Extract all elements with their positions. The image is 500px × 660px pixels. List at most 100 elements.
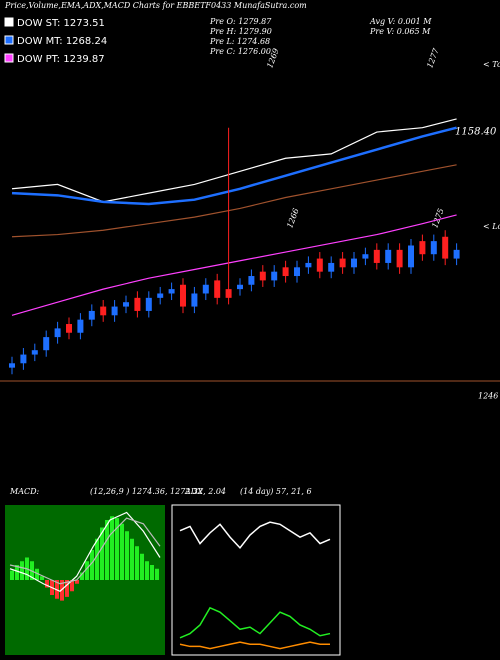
candle-body <box>191 293 198 307</box>
histogram-bar <box>100 527 104 580</box>
candle-body <box>282 267 289 277</box>
histogram-bar <box>75 580 79 584</box>
legend-label: DOW PT: 1239.87 <box>17 54 105 65</box>
histogram-bar <box>105 520 109 580</box>
candle-body <box>237 284 243 290</box>
histogram-bar <box>155 568 159 580</box>
macd-line <box>9 511 161 592</box>
histogram-bar <box>115 518 119 580</box>
candle-body <box>31 350 38 355</box>
candle-body <box>396 249 403 268</box>
ema-line <box>11 214 457 316</box>
candle-body <box>77 319 84 333</box>
histogram-bar <box>60 580 64 601</box>
candle-body <box>214 280 221 298</box>
annotation: 1266 <box>285 207 300 229</box>
candle-body <box>351 258 357 268</box>
candle-body <box>134 297 141 311</box>
stat: Pre L: 1274.68 <box>209 37 270 46</box>
annotation: < Lows <box>483 222 500 231</box>
candle-body <box>100 306 107 316</box>
legend-swatch <box>4 35 14 45</box>
candle-body <box>373 249 380 263</box>
candle-body <box>225 289 232 298</box>
macd-line <box>9 517 161 585</box>
histogram-bar <box>80 572 84 580</box>
histogram-bar <box>15 565 19 580</box>
histogram-bar <box>150 565 154 580</box>
stat: Pre C: 1276.00 <box>209 47 271 56</box>
panel-subtitle: (12,26,9 ) 1274.36, 1272.32, 2.04 <box>90 487 226 496</box>
histogram-bar <box>135 546 139 580</box>
legend-label: DOW ST: 1273.51 <box>17 18 105 29</box>
ema-line <box>11 118 457 203</box>
candle-body <box>259 271 266 281</box>
stat: Avg V: 0.001 M <box>369 17 432 26</box>
candle-body <box>362 254 369 259</box>
histogram-bar <box>35 568 39 580</box>
annotation: 1158.40 <box>455 127 497 138</box>
stat: Pre O: 1279.87 <box>209 17 272 26</box>
histogram-bar <box>40 576 44 580</box>
histogram-bar <box>145 561 149 580</box>
panel-subtitle: (14 day) 57, 21, 6 <box>240 487 312 496</box>
chart-title: Price,Volume,EMA,ADX,MACD Charts for EBB… <box>4 1 307 10</box>
histogram-bar <box>45 580 49 588</box>
histogram-bar <box>130 538 134 580</box>
histogram-bar <box>90 550 94 580</box>
candle-body <box>157 293 164 298</box>
histogram-bar <box>140 553 144 580</box>
stat: Pre H: 1279.90 <box>209 27 272 36</box>
ema-line <box>11 164 457 238</box>
candle-body <box>168 289 175 294</box>
adx-line <box>179 606 331 639</box>
candle-body <box>202 284 209 294</box>
candle-body <box>88 310 95 320</box>
histogram-bar <box>85 561 89 580</box>
annotation: < Tops <box>483 60 500 69</box>
candle-body <box>316 258 323 272</box>
annotation: 1277 <box>425 46 441 69</box>
histogram-bar <box>95 538 99 580</box>
panel-title: MACD: <box>9 487 40 496</box>
histogram-bar <box>20 561 24 580</box>
candle-body <box>54 328 61 338</box>
level-label: 1246 <box>478 392 498 401</box>
candle-body <box>43 337 50 351</box>
candle-body <box>328 262 335 272</box>
candle-body <box>453 249 460 259</box>
legend-label: DOW MT: 1268.24 <box>17 36 107 47</box>
candle-body <box>430 241 437 255</box>
candle-body <box>145 297 152 311</box>
stat: Pre V: 0.065 M <box>369 27 431 36</box>
histogram-bar <box>110 516 114 580</box>
candle-body <box>385 249 392 263</box>
candle-body <box>294 267 300 277</box>
adx-line <box>179 641 330 650</box>
histogram-bar <box>70 580 74 592</box>
candle-body <box>271 271 278 281</box>
ema-line <box>11 126 457 206</box>
legend-swatch <box>4 17 14 27</box>
candle-body <box>248 276 255 285</box>
candle-body <box>66 324 72 333</box>
candle-body <box>408 245 414 268</box>
candle-body <box>20 354 27 364</box>
candle-body <box>442 236 449 259</box>
histogram-bar <box>125 531 129 580</box>
candle-body <box>180 284 186 307</box>
candle-body <box>419 241 426 255</box>
histogram-bar <box>10 570 14 580</box>
candle-body <box>123 302 129 307</box>
candle-body <box>339 258 346 268</box>
adx-frame <box>171 504 341 656</box>
candle-body <box>305 262 312 268</box>
candle-body <box>9 363 15 368</box>
panel-title: ADX <box>184 487 203 496</box>
adx-line <box>179 521 331 550</box>
candle-body <box>111 306 118 316</box>
histogram-bar <box>65 580 69 597</box>
histogram-bar <box>120 523 124 580</box>
